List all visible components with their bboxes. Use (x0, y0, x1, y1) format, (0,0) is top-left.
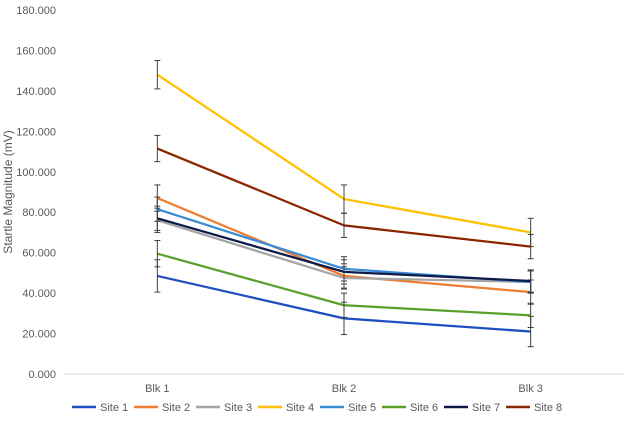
y-tick-label: 60.000 (22, 248, 56, 260)
x-axis-ticks: Blk 1 Blk 2 Blk 3 (145, 383, 543, 395)
legend: Site 1 Site 2 Site 3 Site 4 Site 5 Site 6 Site… (72, 402, 562, 414)
y-axis-ticks: 0.000 20.000 40.000 60.000 80.000 100.000 120.… (16, 5, 56, 381)
legend-label: Site 6 (410, 402, 438, 414)
y-tick-label: 20.000 (22, 329, 56, 341)
y-tick-label: 80.000 (22, 207, 56, 219)
legend-item: Site 8 (506, 402, 562, 414)
y-tick-label: 40.000 (22, 288, 56, 300)
y-tick-label: 0.000 (28, 369, 56, 381)
legend-item: Site 1 (72, 402, 128, 414)
legend-label: Site 2 (162, 402, 190, 414)
y-tick-label: 120.000 (16, 126, 56, 138)
x-tick-label: Blk 1 (145, 383, 169, 395)
y-tick-label: 180.000 (16, 5, 56, 17)
legend-item: Site 2 (134, 402, 190, 414)
legend-label: Site 4 (286, 402, 314, 414)
legend-label: Site 7 (472, 402, 500, 414)
legend-item: Site 3 (196, 402, 252, 414)
legend-label: Site 1 (100, 402, 128, 414)
x-tick-label: Blk 3 (518, 383, 542, 395)
legend-item: Site 4 (258, 402, 314, 414)
series-layer (154, 61, 533, 347)
legend-item: Site 6 (382, 402, 438, 414)
legend-item: Site 7 (444, 402, 500, 414)
legend-item: Site 5 (320, 402, 376, 414)
legend-label: Site 5 (348, 402, 376, 414)
legend-label: Site 3 (224, 402, 252, 414)
x-tick-label: Blk 2 (332, 383, 356, 395)
y-tick-label: 140.000 (16, 86, 56, 98)
y-tick-label: 160.000 (16, 45, 56, 57)
y-tick-label: 100.000 (16, 167, 56, 179)
legend-label: Site 8 (534, 402, 562, 414)
y-axis-title: Startle Magnitude (mV) (1, 130, 15, 253)
